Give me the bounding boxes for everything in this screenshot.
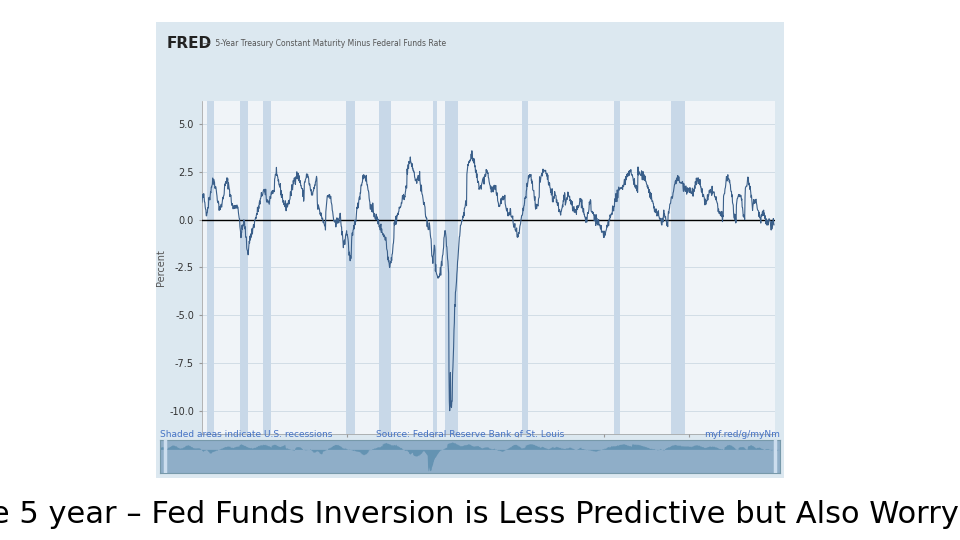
Bar [207, 101, 214, 434]
Bar [671, 101, 684, 434]
Bar [613, 101, 620, 434]
Y-axis label: Percent: Percent [156, 249, 166, 286]
Bar [347, 101, 355, 434]
Text: The 5 year – Fed Funds Inversion is Less Predictive but Also Worrying: The 5 year – Fed Funds Inversion is Less… [0, 500, 960, 529]
Bar [445, 101, 458, 434]
Text: Shaded areas indicate U.S. recessions: Shaded areas indicate U.S. recessions [160, 430, 333, 439]
Text: myf.red/g/myNm: myf.red/g/myNm [704, 430, 780, 439]
Bar [263, 101, 271, 434]
Bar [522, 101, 528, 434]
Text: Source: Federal Reserve Bank of St. Louis: Source: Federal Reserve Bank of St. Loui… [375, 430, 564, 439]
Text: —  5-Year Treasury Constant Maturity Minus Federal Funds Rate: — 5-Year Treasury Constant Maturity Minu… [203, 39, 445, 49]
Text: FRED: FRED [167, 36, 212, 51]
Bar [379, 101, 392, 434]
Bar [240, 101, 248, 434]
Bar [433, 101, 437, 434]
